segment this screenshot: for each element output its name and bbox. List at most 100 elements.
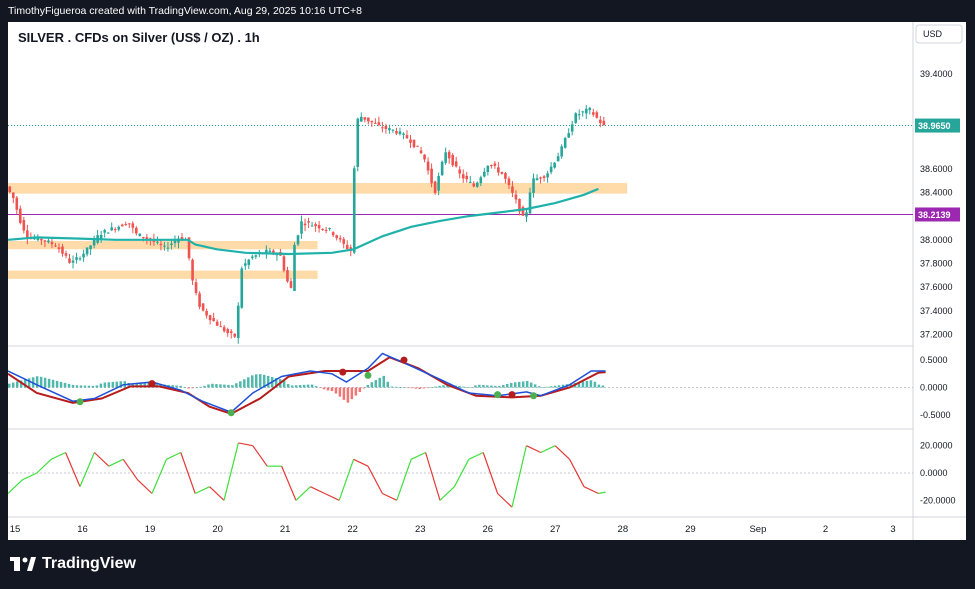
candle-body <box>447 151 451 159</box>
time-tick-label: 29 <box>685 524 696 535</box>
oscillator-segment <box>554 445 571 460</box>
macd-histogram-bar <box>127 382 131 388</box>
candle-body <box>461 174 465 179</box>
candle-body <box>236 305 240 339</box>
macd-histogram-bar <box>47 378 51 388</box>
oscillator-segment <box>22 472 38 481</box>
currency-selector[interactable] <box>915 24 963 44</box>
macd-histogram-bar <box>247 377 250 388</box>
oscillator-segment <box>497 493 513 508</box>
candle-body <box>356 118 360 167</box>
macd-histogram-bar <box>139 383 142 388</box>
chart-title: SILVER . CFDs on Silver (US$ / OZ) . 1h <box>18 30 260 45</box>
macd-histogram-bar <box>549 386 553 388</box>
oscillator-segment <box>324 492 340 501</box>
candle-body <box>440 161 444 175</box>
candle-body <box>208 315 212 321</box>
macd-histogram-bar <box>227 384 230 388</box>
oscillator-segment <box>151 459 167 494</box>
macd-histogram-bar <box>274 378 278 388</box>
candle-body <box>289 281 293 288</box>
candle-body <box>539 177 542 179</box>
candle-body <box>75 257 78 260</box>
candle-body <box>268 250 272 253</box>
candle-body <box>468 181 472 183</box>
macd-histogram-bar <box>211 383 214 388</box>
macd-histogram-bar <box>87 385 91 388</box>
macd-histogram-bar <box>342 387 346 400</box>
candle-body <box>300 221 303 234</box>
macd-histogram-bar <box>366 384 370 388</box>
candle-body <box>359 116 363 122</box>
candle-body <box>324 229 328 231</box>
macd-histogram-bar <box>223 384 226 388</box>
oscillator-segment <box>223 442 239 501</box>
currency-label: USD <box>923 29 943 39</box>
macd-histogram-bar <box>115 381 119 388</box>
footer: TradingView <box>0 541 975 589</box>
candle-body <box>345 244 349 250</box>
macd-histogram-bar <box>294 385 298 388</box>
candle-body <box>170 243 173 245</box>
candle-body <box>68 258 71 263</box>
price-tick-label: 38.0000 <box>920 235 953 245</box>
candle-body <box>293 244 296 291</box>
tradingview-logo[interactable]: TradingView <box>10 555 136 573</box>
oscillator-segment <box>295 486 311 501</box>
candle-body <box>549 166 553 173</box>
macd-histogram-bar <box>219 384 222 388</box>
time-tick-label: 22 <box>347 524 358 535</box>
candle-body <box>117 226 121 230</box>
macd-histogram-bar <box>27 378 31 388</box>
price-tick-label: 37.4000 <box>920 306 953 316</box>
price-tick-label: 38.4000 <box>920 187 953 197</box>
macd-histogram-bar <box>438 385 441 388</box>
candle-body <box>22 220 26 231</box>
candle-body <box>486 165 490 172</box>
macd-histogram-bar <box>63 382 67 388</box>
macd-histogram-bar <box>382 375 385 388</box>
chart-frame[interactable]: SILVER . CFDs on Silver (US$ / OZ) . 1h U… <box>7 22 966 540</box>
candle-body <box>317 225 321 229</box>
oscillator-segment <box>425 452 441 501</box>
macd-histogram-bar <box>525 381 529 388</box>
price-label-box <box>915 118 960 133</box>
chart-svg[interactable]: SILVER . CFDs on Silver (US$ / OZ) . 1h U… <box>7 22 966 540</box>
oscillator-segment <box>194 486 210 495</box>
macd-histogram-bar <box>155 382 158 388</box>
macd-histogram-bar <box>509 383 513 388</box>
oscillator-segment <box>338 459 355 501</box>
macd-histogram-bar <box>537 386 541 388</box>
candle-body <box>521 207 525 216</box>
candle-body <box>451 155 454 166</box>
macd-histogram-bar <box>350 387 354 400</box>
oscillator-segment <box>353 458 369 467</box>
candle-body <box>398 131 402 135</box>
candle-body <box>201 303 205 311</box>
macd-histogram-bar <box>494 385 497 388</box>
candle-body <box>166 247 170 249</box>
macd-histogram-bar <box>502 385 505 388</box>
price-tick-label: 37.6000 <box>920 282 953 292</box>
macd-histogram-bar <box>553 385 557 388</box>
candle-body <box>567 133 570 138</box>
macd-histogram-bar <box>513 382 517 388</box>
macd-histogram-bar <box>545 386 549 388</box>
oscillator-segment <box>93 452 110 467</box>
macd-cross-marker <box>148 380 156 388</box>
price-label-box <box>915 207 960 222</box>
macd-histogram-bar <box>298 385 302 388</box>
oscillator-segment <box>482 452 499 494</box>
candle-body <box>135 227 138 234</box>
macd-histogram-bar <box>521 381 525 388</box>
macd-histogram-bar <box>282 380 286 388</box>
candle-body <box>106 232 110 234</box>
candle-body <box>560 146 563 157</box>
macd-histogram-bar <box>39 376 43 388</box>
candle-body <box>159 243 163 245</box>
macd-cross-marker <box>76 398 84 406</box>
candle-body <box>64 253 68 256</box>
candle-body <box>335 235 338 239</box>
macd-histogram-bar <box>446 384 449 388</box>
price-tick-label: 37.2000 <box>920 330 953 340</box>
